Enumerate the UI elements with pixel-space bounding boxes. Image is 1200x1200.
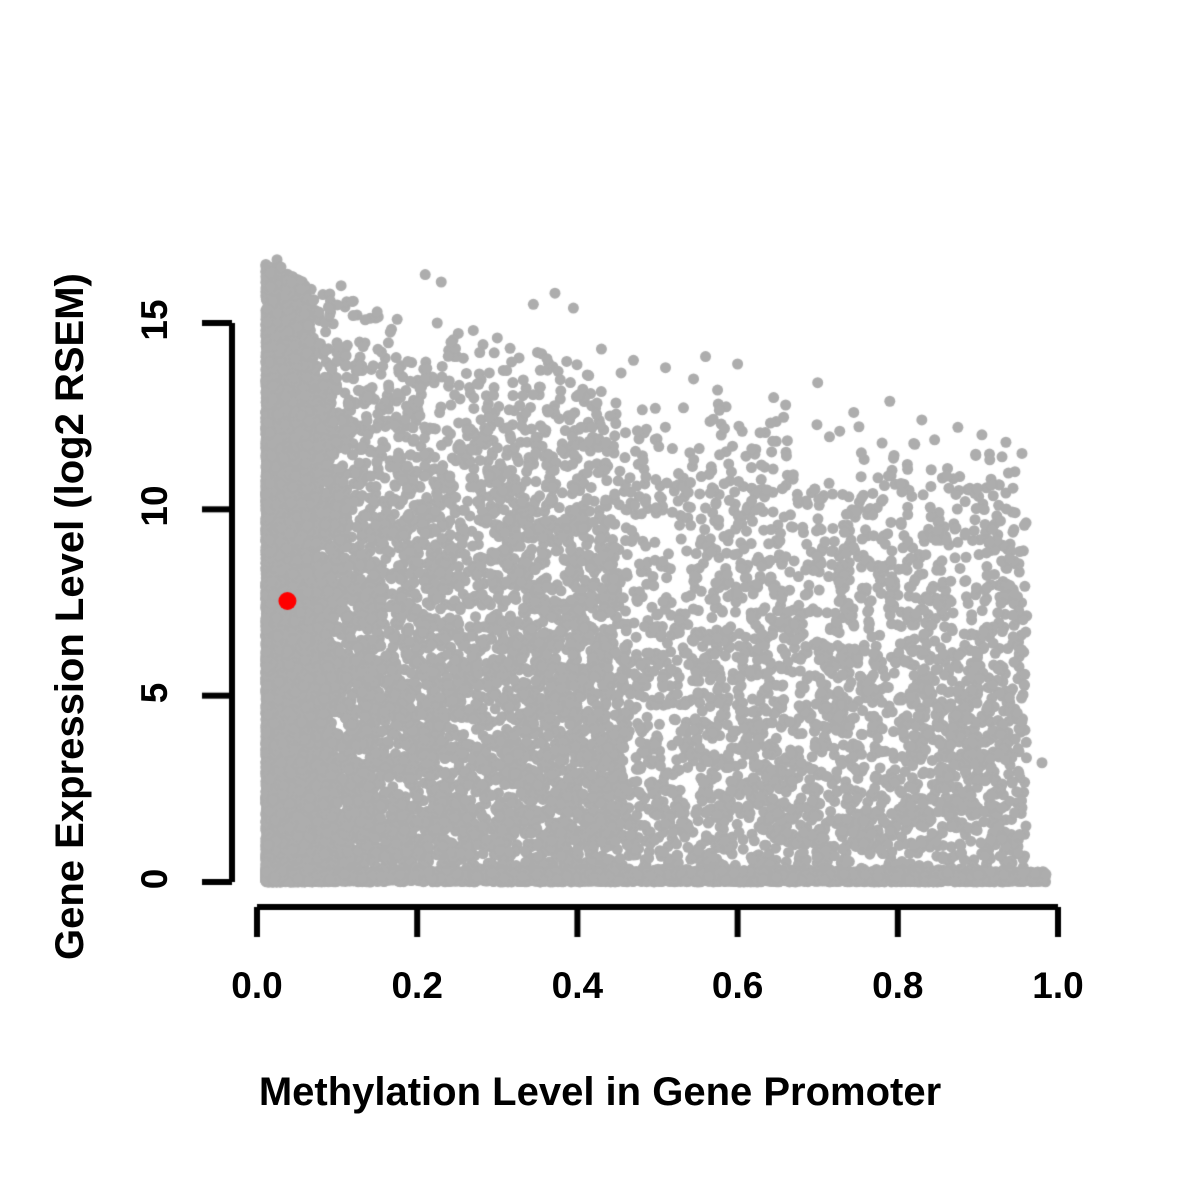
y-tick-label: 0 bbox=[134, 868, 175, 890]
x-tick-label: 1.0 bbox=[1032, 965, 1084, 1006]
y-tick-label: 15 bbox=[134, 299, 175, 341]
x-tick-label: 0.8 bbox=[872, 965, 924, 1006]
x-tick-label: 0.4 bbox=[551, 965, 604, 1006]
x-tick-label: 0.2 bbox=[391, 965, 443, 1006]
x-tick-label: 0.6 bbox=[711, 965, 764, 1006]
y-tick-label: 10 bbox=[134, 485, 175, 527]
y-tick-label: 5 bbox=[134, 682, 175, 703]
x-tick-label: 0.0 bbox=[231, 965, 283, 1006]
